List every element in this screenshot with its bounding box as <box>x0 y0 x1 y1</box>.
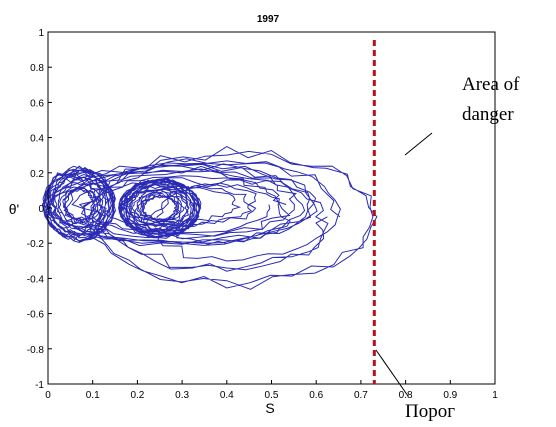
y-tick-label: 1 <box>38 28 44 39</box>
x-tick-label: 0.3 <box>175 390 189 401</box>
danger-annotation-line-1: Area of <box>462 74 520 95</box>
x-tick-label: 0 <box>45 390 51 401</box>
x-tick-label: 1 <box>492 390 498 401</box>
y-axis-label: θ' <box>9 201 19 217</box>
y-tick-label: -0.6 <box>27 310 45 321</box>
y-tick-label: 0.4 <box>30 134 44 145</box>
x-tick-label: 0.1 <box>86 390 100 401</box>
trajectory-loop <box>41 165 117 244</box>
y-tick-label: -0.4 <box>27 274 45 285</box>
x-tick-label: 0.2 <box>130 390 144 401</box>
threshold-annotation-label: Порог <box>405 401 455 422</box>
y-tick-label: -0.8 <box>27 345 45 356</box>
x-ticks: 0 0.1 0.2 0.3 0.4 0.5 0.6 0.7 0.8 0.9 1 <box>45 380 498 401</box>
x-tick-label: 0.8 <box>399 390 413 401</box>
y-tick-label: 0.8 <box>30 63 44 74</box>
x-tick-label: 0.9 <box>443 390 457 401</box>
y-tick-label: 0.2 <box>30 169 44 180</box>
x-tick-label: 0.6 <box>309 390 323 401</box>
x-tick-label: 0.4 <box>220 390 234 401</box>
chart-title: 1997 <box>257 14 280 25</box>
trajectory-loop <box>83 146 378 290</box>
y-ticks: 1 0.8 0.6 0.4 0.2 0 -0.2 -0.4 -0.6 -0.8 -1 <box>27 28 52 391</box>
threshold-annotation-pointer <box>375 349 409 397</box>
x-axis-label: S <box>265 400 274 416</box>
y-tick-label: 0 <box>38 204 44 215</box>
threshold-annotation: Порог <box>375 349 455 422</box>
x-tick-label: 0.7 <box>354 390 368 401</box>
danger-annotation: Area of danger <box>404 74 520 156</box>
danger-annotation-pointer <box>404 132 433 156</box>
trajectory-group <box>41 146 378 290</box>
y-tick-label: -1 <box>35 380 44 391</box>
x-tick-label: 0.5 <box>265 390 279 401</box>
danger-annotation-line-2: danger <box>462 104 514 125</box>
y-tick-label: -0.2 <box>27 239 45 250</box>
y-tick-label: 0.6 <box>30 98 44 109</box>
